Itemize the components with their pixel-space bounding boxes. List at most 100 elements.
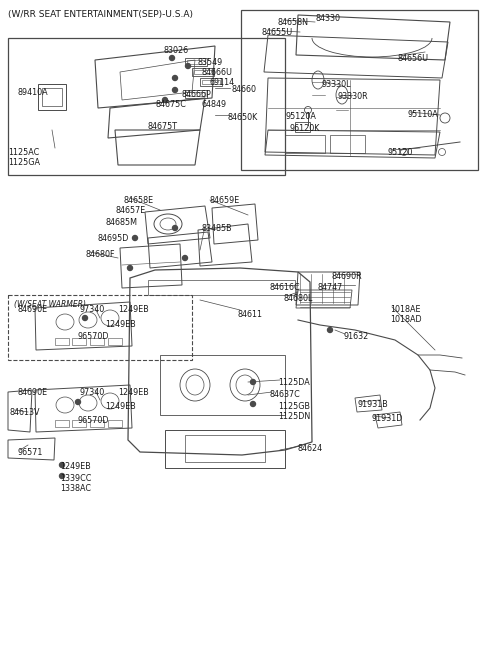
Circle shape [251,401,255,406]
Bar [200,78,222,86]
Bar [241,10,478,170]
Circle shape [172,75,178,81]
Bar [185,90,207,98]
Text: 1339CC: 1339CC [60,474,91,483]
Text: 95120: 95120 [388,148,413,157]
Circle shape [163,97,168,103]
Circle shape [128,265,132,271]
Text: 84747: 84747 [318,283,343,292]
Text: 84675T: 84675T [148,122,178,131]
Circle shape [182,256,188,261]
Text: 1249EB: 1249EB [105,402,136,411]
Text: 95110A: 95110A [408,110,439,119]
Text: 1249EB: 1249EB [105,320,136,329]
Text: 64849: 64849 [202,100,227,109]
Circle shape [172,87,178,93]
Bar [8,38,285,175]
Text: 97340: 97340 [80,305,105,314]
Circle shape [83,316,87,320]
Circle shape [327,328,333,332]
Text: 84659E: 84659E [210,196,240,205]
Text: 84680L: 84680L [283,294,312,303]
Text: 1249EB: 1249EB [60,462,91,471]
Text: 91931B: 91931B [358,400,389,409]
Text: 91931D: 91931D [371,414,402,423]
Bar [72,338,86,345]
Text: 84613V: 84613V [10,408,40,417]
Bar [194,70,212,74]
Text: 84655U: 84655U [262,28,293,37]
Text: 84330: 84330 [316,14,341,23]
Bar [192,68,214,76]
Bar [187,92,205,96]
Text: 84656U: 84656U [398,54,429,63]
Text: 96570D: 96570D [78,332,109,341]
Text: 1249EB: 1249EB [118,305,149,314]
Text: 84624: 84624 [298,444,323,453]
Circle shape [251,379,255,385]
Text: 84666P: 84666P [182,90,212,99]
Text: 96570D: 96570D [78,416,109,425]
Bar [202,80,220,84]
Bar [72,420,86,427]
Circle shape [60,463,64,467]
Bar [285,135,325,153]
Text: 84690E: 84690E [18,305,48,314]
Text: 84685M: 84685M [105,218,137,227]
Text: 84658E: 84658E [124,196,154,205]
Text: 83549: 83549 [198,58,223,67]
Text: 84680F: 84680F [85,250,115,259]
Text: 84657E: 84657E [115,206,145,215]
Text: 1018AD: 1018AD [390,315,421,324]
Text: 84660: 84660 [231,85,256,94]
Bar [8,295,192,360]
Text: 1125AC: 1125AC [8,148,39,157]
Text: 97340: 97340 [80,388,105,397]
Text: 69114: 69114 [210,78,235,87]
Text: 84658N: 84658N [278,18,309,27]
Text: 84650K: 84650K [227,113,257,122]
Text: 84690E: 84690E [18,388,48,397]
Bar [330,135,365,153]
Text: 84690R: 84690R [331,272,361,281]
Circle shape [172,226,178,230]
Bar [185,58,207,66]
Text: 1249EB: 1249EB [118,388,149,397]
Text: 84637C: 84637C [270,390,301,399]
Circle shape [132,236,137,240]
Circle shape [75,399,81,404]
Text: 96120K: 96120K [290,124,320,133]
Text: 1125GB: 1125GB [278,402,310,411]
Bar [187,60,205,64]
Bar [295,122,310,132]
Text: 84695D: 84695D [98,234,130,243]
Bar [55,420,69,427]
Text: 1018AE: 1018AE [390,305,420,314]
Bar [108,338,122,345]
Circle shape [185,64,191,68]
Text: 1125DN: 1125DN [278,412,310,421]
Bar [90,420,104,427]
Text: (W/RR SEAT ENTERTAINMENT(SEP)-U.S.A): (W/RR SEAT ENTERTAINMENT(SEP)-U.S.A) [8,10,193,19]
Text: 84616C: 84616C [270,283,300,292]
Text: 1125GA: 1125GA [8,158,40,167]
Text: 1338AC: 1338AC [60,484,91,493]
Bar [108,420,122,427]
Text: 95120A: 95120A [286,112,317,121]
Text: 93330R: 93330R [338,92,369,101]
Text: 84666U: 84666U [202,68,233,77]
Text: 84675C: 84675C [155,100,186,109]
Text: 96571: 96571 [18,448,43,457]
Text: 91632: 91632 [343,332,368,341]
Text: 84611: 84611 [238,310,263,319]
Text: (W/SEAT WARMER): (W/SEAT WARMER) [14,300,86,309]
Text: 83026: 83026 [163,46,188,55]
Bar [55,338,69,345]
Circle shape [60,473,64,479]
Text: 93330L: 93330L [322,80,351,89]
Circle shape [169,56,175,60]
Bar [90,338,104,345]
Text: 89410A: 89410A [18,88,48,97]
Text: 1125DA: 1125DA [278,378,310,387]
Text: 83485B: 83485B [202,224,233,233]
